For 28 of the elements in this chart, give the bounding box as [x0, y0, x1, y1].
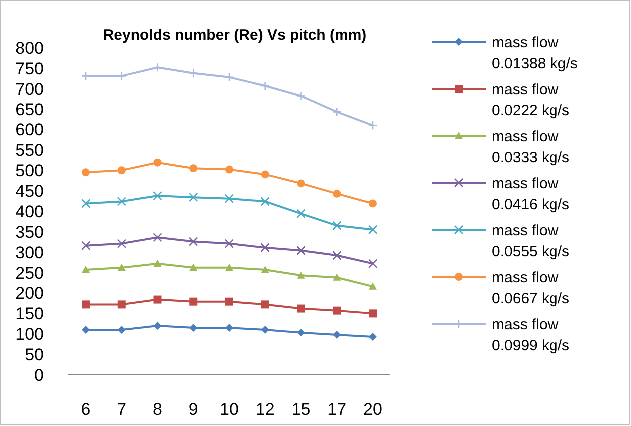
- y-tick-label: 350: [16, 222, 44, 242]
- y-tick-label: 650: [16, 100, 44, 120]
- x-tick-label: 8: [153, 400, 162, 419]
- y-tick-label: 800: [16, 38, 44, 58]
- y-tick-label: 600: [16, 120, 44, 140]
- x-tick-label: 12: [256, 400, 275, 419]
- y-tick-label: 150: [16, 304, 44, 324]
- y-tick-label: 250: [16, 264, 44, 283]
- x-tick-label: 6: [81, 400, 91, 419]
- x-tick-label: 9: [188, 400, 198, 419]
- x-tick-label: 7: [117, 400, 127, 419]
- chart-title: Reynolds number (Re) Vs pitch (mm): [103, 27, 367, 44]
- x-tick-label: 15: [292, 400, 311, 419]
- y-tick-label: 100: [16, 325, 44, 344]
- y-tick-label: 500: [16, 162, 44, 181]
- y-tick-label: 400: [16, 202, 44, 222]
- y-tick-label: 50: [25, 346, 44, 365]
- y-tick-label: 450: [16, 182, 44, 202]
- y-tick-label: 750: [16, 59, 44, 78]
- legend-label: mass flow 0.0999 kg/s: [492, 316, 570, 354]
- y-tick-label: 300: [16, 243, 44, 262]
- y-tick-label: 0: [34, 366, 44, 385]
- y-tick-label: 700: [16, 80, 44, 99]
- y-tick-label: 200: [16, 284, 44, 304]
- x-tick-label: 10: [220, 400, 239, 419]
- x-tick-label: 20: [364, 400, 382, 419]
- x-tick-label: 17: [328, 400, 347, 419]
- y-tick-label: 550: [16, 141, 44, 160]
